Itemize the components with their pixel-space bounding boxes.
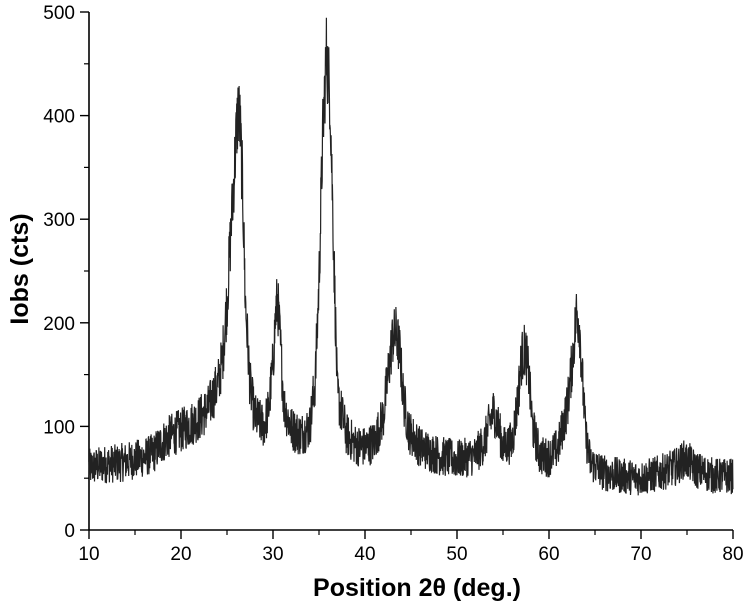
series-line: [88, 17, 734, 496]
x-tick-label: 40: [354, 544, 375, 565]
y-tick-label: 400: [43, 107, 75, 128]
axes: [88, 12, 733, 531]
y-tick-label: 500: [43, 3, 75, 24]
y-tick-label: 100: [43, 417, 75, 438]
x-ticks: 10 20 30 40 50 60 70 80: [78, 530, 744, 565]
x-axis-label: Position 2θ (deg.): [313, 574, 521, 602]
y-tick-label: 0: [64, 521, 75, 542]
x-tick-label: 50: [446, 544, 467, 565]
x-tick-label: 60: [538, 544, 559, 565]
x-tick-label: 10: [78, 544, 99, 565]
y-axis-label: Iobs (cts): [6, 213, 34, 324]
x-tick-label: 20: [170, 544, 191, 565]
y-tick-label: 200: [43, 314, 75, 335]
y-tick-label: 300: [43, 210, 75, 231]
x-tick-label: 70: [630, 544, 651, 565]
y-ticks: 0 100 200 300 400 500: [43, 3, 89, 542]
x-tick-label: 30: [262, 544, 283, 565]
x-tick-label: 80: [722, 544, 743, 565]
